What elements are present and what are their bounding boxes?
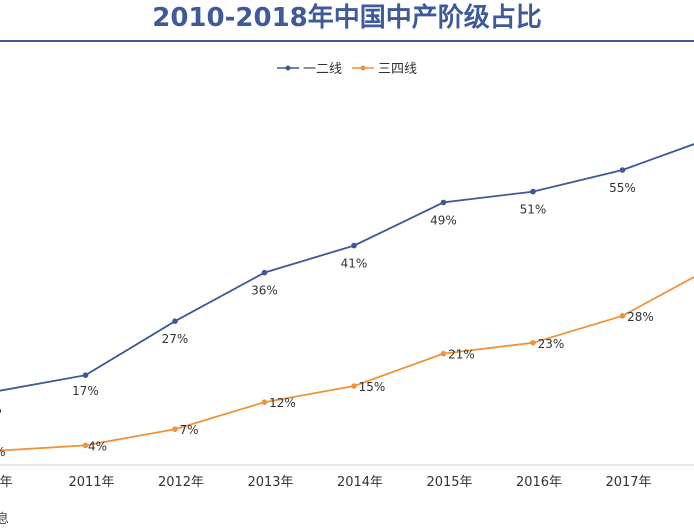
x-tick-label: 2013年 xyxy=(247,475,293,490)
data-point xyxy=(351,242,357,249)
data-label: 51% xyxy=(520,203,547,217)
data-point xyxy=(619,167,626,173)
data-label: 23% xyxy=(538,337,565,351)
data-point xyxy=(440,199,447,206)
data-label: 55% xyxy=(609,181,636,195)
legend-label-tier1: 一二线 xyxy=(302,62,342,77)
data-point xyxy=(261,399,268,406)
legend-item-tier3: 三四线 xyxy=(352,58,417,77)
data-point xyxy=(351,383,357,389)
legend-item-tier1: 一二线 xyxy=(276,58,342,77)
x-tick-label: 2016年 xyxy=(516,475,562,490)
x-tick-label: 2011年 xyxy=(68,475,114,490)
x-tick-label: 2014年 xyxy=(337,475,383,490)
data-label: 49% xyxy=(430,213,457,227)
data-label: 41% xyxy=(341,257,368,271)
data-point xyxy=(530,340,536,346)
data-label: 17% xyxy=(72,384,99,398)
data-label: 7% xyxy=(179,423,198,437)
series-line-tier3 xyxy=(0,275,694,452)
legend-swatch-tier3 xyxy=(352,65,374,70)
data-label: 12% xyxy=(269,396,296,410)
data-point xyxy=(440,350,447,357)
x-tick-label: 0年 xyxy=(0,475,13,490)
data-label: 36% xyxy=(251,284,278,298)
data-point xyxy=(82,372,89,379)
data-label: % xyxy=(0,402,2,416)
data-label: 3% xyxy=(0,445,6,459)
data-point xyxy=(619,313,626,319)
data-point xyxy=(261,269,268,276)
source-note: 息 xyxy=(0,512,10,527)
data-point xyxy=(172,426,178,433)
line-chart: 0年 2011年 2012年 2013年 2014年 2015年 2016年 2017年% 17… xyxy=(0,143,694,490)
x-tick-label: 2015年 xyxy=(426,475,472,490)
legend-label-tier3: 三四线 xyxy=(378,62,418,77)
data-label: 4% xyxy=(88,439,107,453)
data-point xyxy=(530,188,536,195)
data-label: 28% xyxy=(627,310,654,324)
data-label: 15% xyxy=(359,380,386,394)
data-point xyxy=(82,442,89,449)
data-label: 21% xyxy=(448,348,475,362)
data-label: 27% xyxy=(162,332,189,346)
x-tick-label: 2017年 xyxy=(605,475,651,490)
x-tick-label: 2012年 xyxy=(158,475,204,490)
legend-swatch-tier1 xyxy=(276,65,299,70)
title-underline xyxy=(0,40,694,42)
legend: 一二线 三四线 xyxy=(0,58,694,77)
data-point xyxy=(172,318,178,325)
chart-title: 2010-2018年中国中产阶级占比 xyxy=(152,3,542,33)
